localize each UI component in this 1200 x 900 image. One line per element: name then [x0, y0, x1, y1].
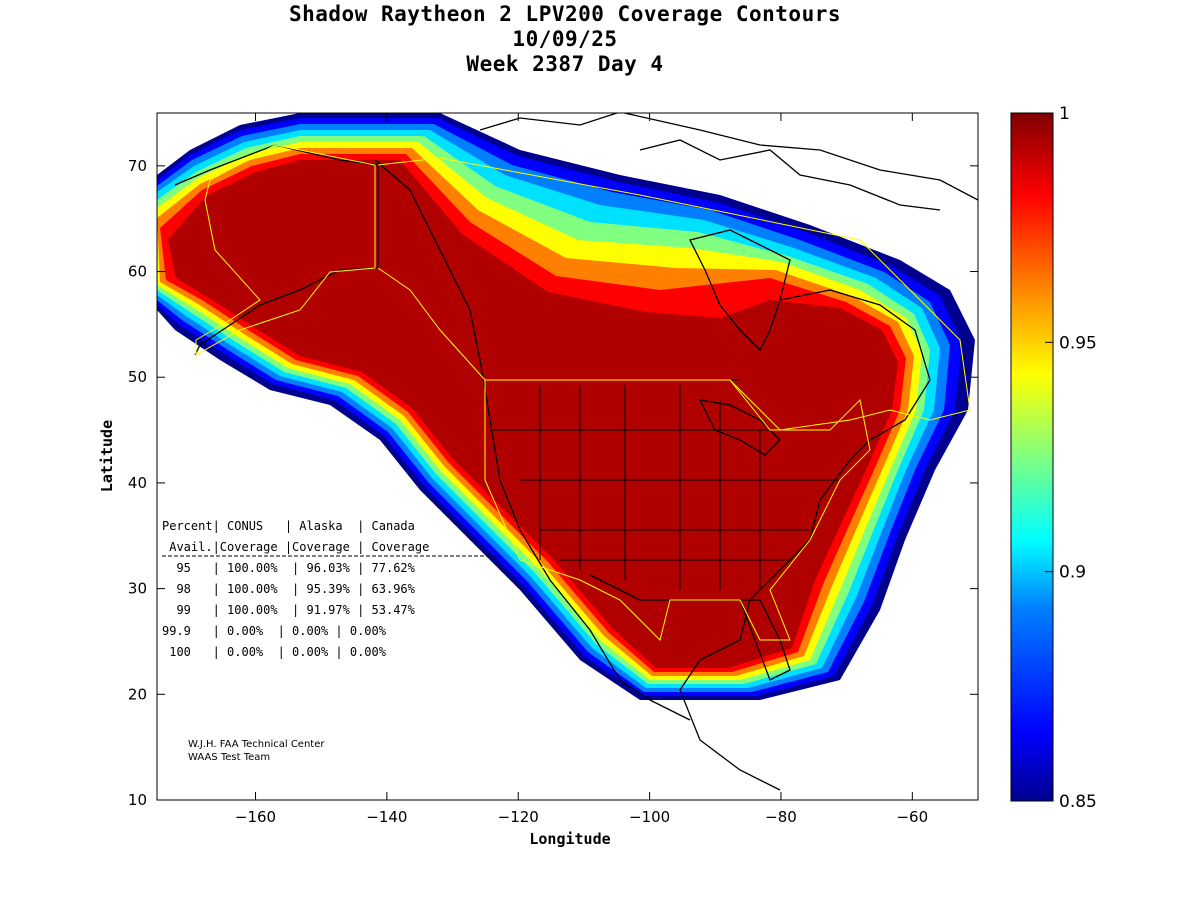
y-tick-label: 70 [128, 157, 147, 175]
y-axis-ticks: 10 20 30 40 50 60 70 [128, 157, 978, 809]
coastline-east [679, 289, 931, 791]
credit-line-1: W.J.H. FAA Technical Center [188, 739, 325, 750]
y-tick-label: 10 [128, 791, 147, 809]
stats-row: 95 | 100.00% | 96.03% | 77.62% [162, 561, 416, 575]
stats-header-1: Percent| CONUS | Alaska | Canada [162, 519, 415, 533]
contour-band-100 [168, 160, 898, 668]
y-tick-label: 60 [128, 263, 147, 281]
stats-row: 99 | 100.00% | 91.97% | 53.47% [162, 603, 416, 617]
florida [739, 599, 791, 681]
x-axis-ticks: −160 −140 −120 −100 −80 −60 [235, 113, 928, 826]
conus-boundary [484, 379, 871, 641]
credit-line-2: WAAS Test Team [188, 752, 270, 763]
x-tick-label: −80 [765, 808, 797, 826]
y-tick-label: 30 [128, 580, 147, 598]
x-axis-title: Longitude [529, 830, 610, 848]
coverage-stats-table: Percent| CONUS | Alaska | Canada Avail.|… [162, 519, 500, 659]
coastline-north [479, 113, 978, 201]
coastline-west [374, 159, 691, 721]
chart-week-day: Week 2387 Day 4 [466, 52, 664, 76]
y-tick-label: 50 [128, 368, 147, 386]
x-tick-label: −140 [366, 808, 407, 826]
service-boundaries [195, 144, 971, 641]
y-tick-label: 40 [128, 474, 147, 492]
colorbar-tick-label: 0.85 [1059, 792, 1097, 812]
canada-boundary [377, 157, 971, 431]
x-tick-label: −120 [498, 808, 539, 826]
chart-date: 10/09/25 [512, 27, 618, 51]
colorbar [1010, 112, 1054, 802]
coastline-hudson-bay [689, 229, 791, 352]
y-tick-label: 20 [128, 685, 147, 703]
stats-row: 100 | 0.00% | 0.00% | 0.00% [162, 645, 387, 659]
stats-row: 99.9 | 0.00% | 0.00% | 0.00% [162, 624, 387, 638]
x-tick-label: −160 [235, 808, 276, 826]
colorbar-tick-label: 0.9 [1059, 563, 1086, 583]
alaska-boundary [195, 144, 376, 356]
great-lakes [698, 399, 781, 456]
stats-header-2: Avail.|Coverage |Coverage | Coverage [162, 540, 429, 554]
plot-frame [156, 112, 979, 801]
stats-row: 98 | 100.00% | 95.39% | 63.96% [162, 582, 416, 596]
colorbar-ticks: 1 0.95 0.9 0.85 [1045, 104, 1097, 812]
y-axis-title: Latitude [98, 420, 116, 492]
x-tick-label: −100 [629, 808, 670, 826]
colorbar-tick-label: 1 [1059, 104, 1070, 124]
coastline-arctic-islands [639, 139, 941, 211]
colorbar-tick-label: 0.95 [1059, 333, 1097, 353]
chart-title: Shadow Raytheon 2 LPV200 Coverage Contou… [288, 2, 841, 26]
x-tick-label: −60 [896, 808, 928, 826]
